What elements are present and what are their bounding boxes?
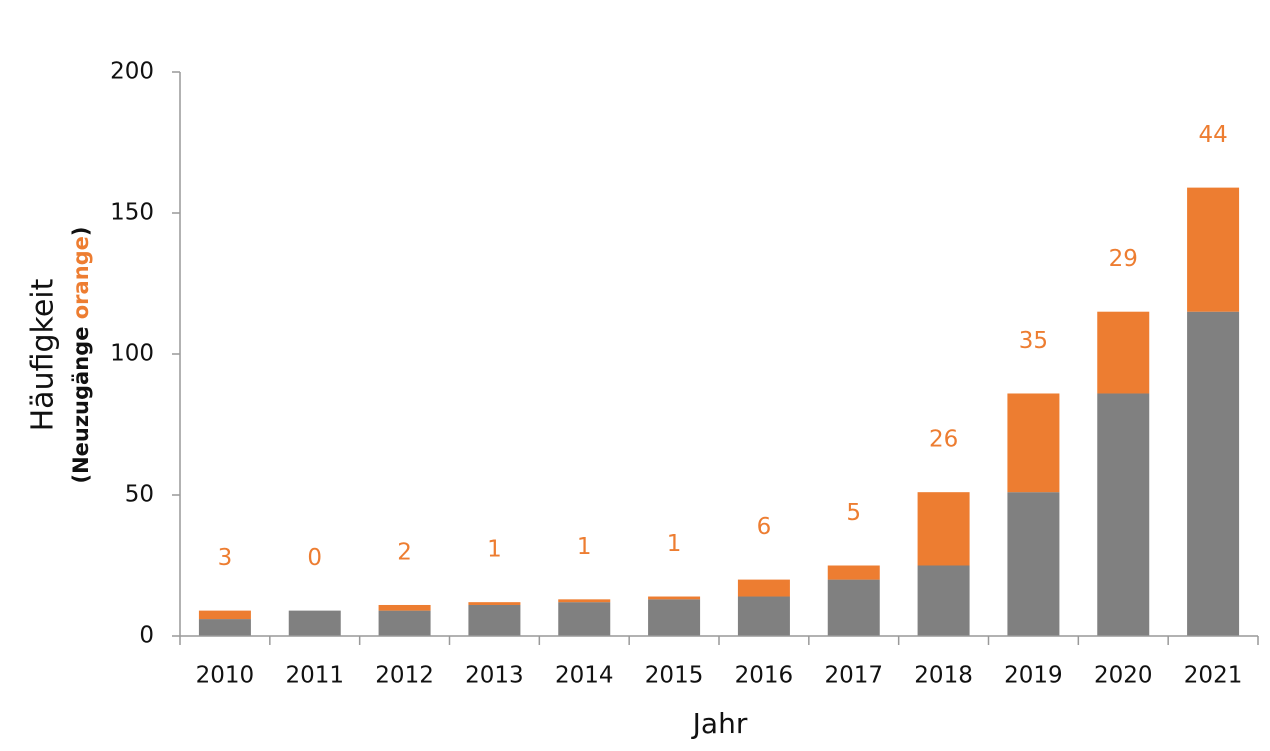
bar-segment: [737, 596, 790, 636]
bar-segment: [378, 610, 431, 636]
data-label: 1: [667, 531, 682, 557]
x-tick-label: 2016: [735, 663, 794, 689]
x-tick-label: 2015: [645, 663, 704, 689]
data-label: 2: [397, 539, 412, 565]
x-tick-label: 2017: [824, 663, 883, 689]
x-tick-label: 2021: [1184, 663, 1243, 689]
bar-segment: [198, 619, 251, 636]
x-axis-label: Jahr: [691, 707, 748, 740]
bar-segment: [1097, 311, 1150, 394]
y-axis-sublabel-part: ): [69, 226, 93, 236]
bar-segment: [1097, 393, 1150, 636]
bar-segment: [917, 565, 970, 636]
y-tick-label: 150: [110, 200, 154, 226]
bar-segment: [468, 602, 521, 605]
bar-segment: [917, 492, 970, 566]
data-label: 0: [307, 545, 322, 571]
x-tick-label: 2012: [375, 663, 434, 689]
data-label: 6: [757, 514, 772, 540]
y-tick-label: 100: [110, 341, 154, 367]
bar-segment: [198, 610, 251, 620]
data-label: 3: [218, 545, 233, 571]
bar-segment: [1187, 187, 1240, 312]
data-label: 35: [1019, 328, 1048, 354]
x-tick-label: 2010: [196, 663, 255, 689]
y-axis-sublabel-part: orange: [69, 236, 93, 319]
bar-segment: [827, 565, 880, 580]
bar-segment: [558, 599, 611, 603]
y-axis-label: Häufigkeit: [26, 278, 61, 431]
x-tick-label: 2020: [1094, 663, 1153, 689]
bar-segment: [827, 579, 880, 636]
bar-segment: [648, 599, 701, 636]
x-tick-label: 2014: [555, 663, 614, 689]
bar-segment: [468, 604, 521, 636]
data-label: 44: [1198, 122, 1227, 148]
data-label: 5: [846, 500, 861, 526]
y-tick-label: 0: [139, 623, 154, 649]
bar-segment: [737, 579, 790, 597]
bar-segment: [1187, 311, 1240, 636]
x-tick-label: 2013: [465, 663, 524, 689]
bar-segment: [558, 602, 611, 636]
x-tick-label: 2011: [285, 663, 344, 689]
data-label: 1: [577, 534, 592, 560]
bar-segment: [378, 604, 431, 611]
bar-segment: [648, 596, 701, 600]
data-label: 26: [929, 427, 958, 453]
x-tick-label: 2018: [914, 663, 973, 689]
bar-segment: [1007, 492, 1060, 636]
y-tick-label: 50: [125, 482, 154, 508]
data-label: 1: [487, 537, 502, 563]
data-label: 29: [1109, 246, 1138, 272]
y-axis-sublabel: (Neuzugänge orange): [69, 226, 93, 483]
bar-segment: [1007, 393, 1060, 493]
y-tick-label: 200: [110, 59, 154, 85]
x-tick-label: 2019: [1004, 663, 1063, 689]
y-axis-sublabel-part: (Neuzugänge: [69, 327, 93, 484]
bar-segment: [288, 610, 341, 636]
